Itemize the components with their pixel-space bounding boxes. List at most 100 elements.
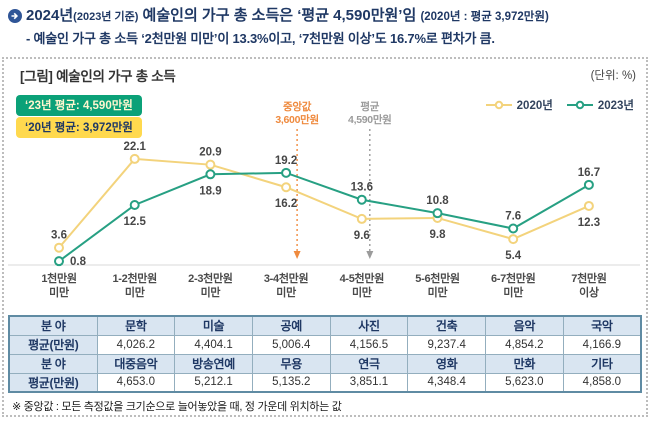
table-cell: 공예	[251, 315, 331, 336]
table-cell: 4,854.2	[485, 334, 564, 355]
x-axis-label: 6-7천만원 미만	[491, 271, 536, 299]
data-point	[432, 208, 443, 219]
chart-legend: 2020년 2023년	[485, 97, 634, 113]
report-subtitle: - 예술인 가구 총 소득 ‘2천만원 미만’이 13.3%이고, ‘7천만원 …	[26, 31, 495, 46]
value-label: 12.5	[124, 216, 147, 228]
data-point	[281, 182, 292, 193]
table-cell: 음악	[485, 315, 564, 336]
row-header-cell: 분 야	[8, 353, 98, 374]
headline: 2024년(2023년 기준) 예술인의 가구 총 소득은 ‘평균 4,590만…	[8, 6, 644, 49]
series-line-2023년	[58, 171, 590, 262]
value-label: 16.7	[578, 167, 600, 179]
annotation-label: 평균 4,590만원	[348, 101, 392, 126]
table-cell: 4,026.2	[96, 334, 176, 355]
table-cell: 무용	[251, 353, 331, 374]
income-by-field-table: 분 야 문학 미술 공예 사진 건축 음악 국악 평균(만원) 4,026.2 4,404.1 5,0…	[8, 315, 642, 393]
x-axis-label: 1천만원 미만	[41, 271, 76, 299]
legend-label: 2023년	[597, 100, 634, 112]
x-axis-label: 4-5천만원 미만	[340, 271, 385, 299]
table-cell: 4,404.1	[174, 334, 253, 355]
table-cell: 5,006.4	[251, 334, 331, 355]
value-label: 3.6	[51, 230, 67, 242]
data-point	[54, 242, 64, 253]
data-point	[508, 234, 519, 245]
legend-item: 2023년	[566, 97, 634, 113]
value-label: 0.8	[70, 256, 87, 268]
table-cell: 5,135.2	[251, 372, 331, 393]
table-cell: 영화	[407, 353, 487, 374]
x-axis-label: 2-3천만원 미만	[188, 271, 233, 299]
row-header-cell: 평균(만원)	[8, 334, 98, 355]
value-label: 20.9	[199, 147, 221, 159]
table-cell: 4,166.9	[562, 334, 642, 355]
annotation-label: 중앙값 3,600만원	[275, 101, 319, 126]
avg-2023-badge: ‘23년 평균: 4,590만원	[16, 95, 142, 116]
value-label: 22.1	[124, 141, 147, 153]
table-cell: 4,653.0	[96, 372, 176, 393]
title-note: (2020년 : 평균 3,972만원)	[420, 11, 549, 23]
data-point	[583, 200, 594, 211]
value-label: 5.4	[505, 250, 522, 262]
table-cell: 사진	[329, 315, 409, 336]
table-cell: 5,623.0	[485, 372, 564, 393]
data-point	[281, 167, 292, 178]
title-year-note: (2023년 기준)	[73, 11, 139, 23]
data-point	[356, 194, 367, 205]
table-cell: 기타	[562, 353, 642, 374]
table-row: 평균(만원) 4,026.2 4,404.1 5,006.4 4,156.5 9,237.…	[8, 334, 642, 355]
table-row: 분 야 문학 미술 공예 사진 건축 음악 국악	[8, 315, 642, 336]
data-point	[583, 179, 594, 190]
avg-2020-badge: ‘20년 평균: 3,972만원	[16, 117, 142, 138]
row-header-cell: 평균(만원)	[8, 372, 98, 393]
value-label: 19.2	[275, 155, 297, 167]
table-cell: 3,851.1	[329, 372, 409, 393]
value-label: 16.2	[275, 198, 297, 210]
table-cell: 연극	[329, 353, 409, 374]
table-row: 분 야 대중음악 방송연예 무용 연극 영화 만화 기타	[8, 353, 642, 374]
annotation-arrow-icon	[366, 251, 374, 259]
legend-line-marker-icon	[485, 100, 512, 110]
title-year: 2024년	[26, 7, 74, 24]
x-axis-label: 1-2천만원 미만	[112, 271, 157, 299]
table-cell: 대중음악	[96, 353, 176, 374]
x-axis-label: 5-6천만원 미만	[415, 271, 460, 299]
household-income-line-chart: 1천만원 미만 1-2천만원 미만 2-3천만원 미만 3-4천만원 미만 4-5천만원 미만 5-…	[8, 129, 640, 299]
value-label: 7.6	[505, 211, 521, 223]
arrow-right-circle-icon	[8, 6, 26, 28]
chart-annotations: 중앙값 3,600만원 평균 4,590만원	[4, 101, 646, 131]
table-cell: 건축	[407, 315, 487, 336]
value-label: 9.8	[430, 229, 447, 241]
annotation-arrow-icon	[293, 251, 301, 259]
figure-box: [그림] 예술인의 가구 총 소득 (단위: %) ‘23년 평균: 4,590…	[2, 57, 648, 417]
value-label: 18.9	[199, 185, 221, 197]
table-cell: 4,348.4	[407, 372, 487, 393]
table-cell: 4,858.0	[562, 372, 642, 393]
table-cell: 미술	[174, 315, 253, 336]
table-cell: 5,212.1	[174, 372, 253, 393]
report-title: 2024년(2023년 기준) 예술인의 가구 총 소득은 ‘평균 4,590만…	[26, 6, 644, 27]
figure-title: [그림] 예술인의 가구 총 소득	[20, 69, 176, 84]
data-point	[129, 200, 140, 210]
table-cell: 국악	[562, 315, 642, 336]
median-footnote: ※ 중앙값 : 모든 측정값을 크기순으로 늘어놓았을 때, 정 가운데 위치하…	[12, 401, 342, 413]
data-point	[54, 256, 64, 267]
legend-item: 2020년	[485, 97, 553, 113]
value-label: 12.3	[578, 217, 600, 229]
value-label: 9.6	[354, 230, 370, 242]
table-cell: 9,237.4	[407, 334, 487, 355]
data-point	[508, 223, 519, 234]
legend-line-marker-icon	[566, 100, 593, 110]
x-axis-label: 7천만원 이상	[571, 271, 606, 299]
x-axis-label: 3-4천만원 미만	[264, 271, 309, 299]
row-header-cell: 분 야	[8, 315, 98, 336]
legend-label: 2020년	[516, 100, 553, 112]
value-label: 10.8	[426, 195, 449, 207]
series-line-2020년	[58, 157, 590, 249]
title-main: 예술인의 가구 총 소득은 ‘평균 4,590만원’임	[138, 7, 421, 24]
table-cell: 문학	[96, 315, 176, 336]
data-point	[356, 213, 367, 224]
table-cell: 방송연예	[174, 353, 253, 374]
table-cell: 만화	[485, 353, 564, 374]
table-cell: 4,156.5	[329, 334, 409, 355]
data-point	[205, 169, 216, 180]
